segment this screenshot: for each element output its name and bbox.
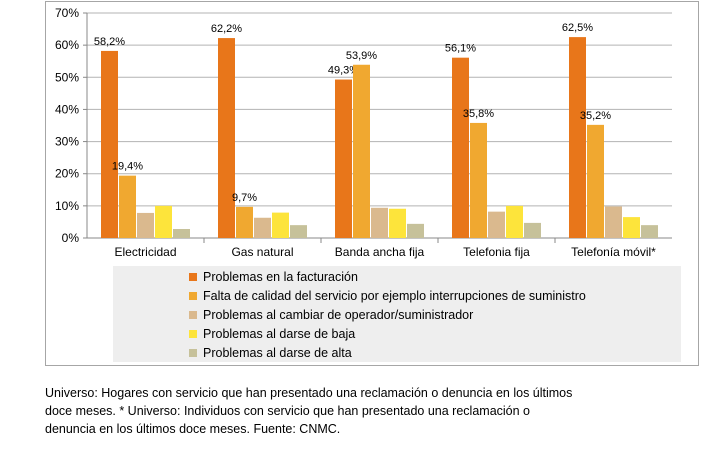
- data-label: 49,3%: [328, 65, 359, 77]
- bar: [569, 37, 586, 238]
- y-tick-label: 70%: [55, 6, 79, 20]
- legend-item: Problemas al cambiar de operador/suminis…: [189, 306, 473, 324]
- footnote-line-2: doce meses. * Universo: Individuos con s…: [45, 404, 530, 418]
- bar: [506, 205, 523, 238]
- bar: [389, 208, 406, 238]
- legend-swatch: [189, 292, 197, 300]
- x-category-label: Gas natural: [231, 245, 293, 259]
- x-category-label: Telefonía móvil*: [571, 245, 656, 259]
- bar: [470, 122, 487, 238]
- y-tick-label: 60%: [55, 38, 79, 52]
- y-tick-label: 30%: [55, 135, 79, 149]
- data-label: 9,7%: [232, 192, 257, 204]
- chart-frame: 0% 10% 20% 30% 40% 50% 60% 70% 58,2% 19,4% Electri…: [45, 1, 699, 366]
- bar: [290, 225, 307, 238]
- y-tick-label: 40%: [55, 102, 79, 116]
- legend-item: Problemas al darse de baja: [189, 325, 355, 343]
- bar: [272, 212, 289, 238]
- bar: [101, 50, 118, 238]
- footnote-line-1: Universo: Hogares con servicio que han p…: [45, 386, 573, 400]
- legend-label: Problemas al cambiar de operador/suminis…: [203, 308, 474, 322]
- data-label: 62,2%: [211, 23, 242, 35]
- y-tick-label: 0%: [62, 231, 80, 245]
- legend-label: Falta de calidad del servicio por ejempl…: [203, 289, 586, 303]
- legend-swatch: [189, 330, 197, 338]
- legend-item: Falta de calidad del servicio por ejempl…: [189, 287, 586, 305]
- x-category-label: Electricidad: [114, 245, 176, 259]
- legend-label: Problemas al darse de alta: [203, 346, 352, 360]
- bar: [407, 223, 424, 238]
- data-label: 35,2%: [580, 110, 611, 122]
- legend-swatch: [189, 273, 197, 281]
- bar: [488, 211, 505, 238]
- bar: [254, 217, 271, 238]
- bar: [119, 175, 136, 238]
- bar: [335, 79, 352, 239]
- x-category-label: Banda ancha fija: [335, 245, 425, 259]
- legend-label: Problemas al darse de baja: [203, 327, 356, 341]
- bar: [641, 225, 658, 238]
- data-label: 35,8%: [463, 108, 494, 120]
- data-label: 56,1%: [445, 43, 476, 55]
- data-label: 53,9%: [346, 50, 377, 62]
- x-category-label: Telefonia fija: [463, 245, 530, 259]
- legend-label: Problemas en la facturación: [203, 270, 358, 284]
- legend-swatch: [189, 311, 197, 319]
- bar: [236, 206, 253, 238]
- bar: [137, 212, 154, 238]
- footnote: Universo: Hogares con servicio que han p…: [45, 384, 645, 438]
- y-tick-label: 10%: [55, 199, 79, 213]
- bar: [173, 229, 190, 238]
- bar: [623, 217, 640, 238]
- legend-swatch: [189, 349, 197, 357]
- bar: [353, 64, 370, 238]
- bar: [218, 38, 235, 239]
- y-tick-label: 20%: [55, 167, 79, 181]
- data-label: 58,2%: [94, 36, 125, 48]
- footnote-line-3: denuncia en los últimos doce meses. Fuen…: [45, 422, 341, 436]
- legend-item: Problemas al darse de alta: [189, 344, 352, 362]
- bar: [452, 57, 469, 238]
- data-label: 62,5%: [562, 22, 593, 34]
- bar-chart: 0% 10% 20% 30% 40% 50% 60% 70% 58,2% 19,4% Electri…: [55, 6, 672, 259]
- bar: [371, 207, 388, 238]
- legend-item: Problemas en la facturación: [189, 268, 358, 286]
- data-label: 19,4%: [112, 161, 143, 173]
- bar: [155, 205, 172, 238]
- bar: [587, 124, 604, 238]
- legend: Problemas en la facturación Falta de cali…: [113, 266, 681, 362]
- bar: [605, 206, 622, 238]
- bar: [524, 222, 541, 238]
- y-tick-label: 50%: [55, 70, 79, 84]
